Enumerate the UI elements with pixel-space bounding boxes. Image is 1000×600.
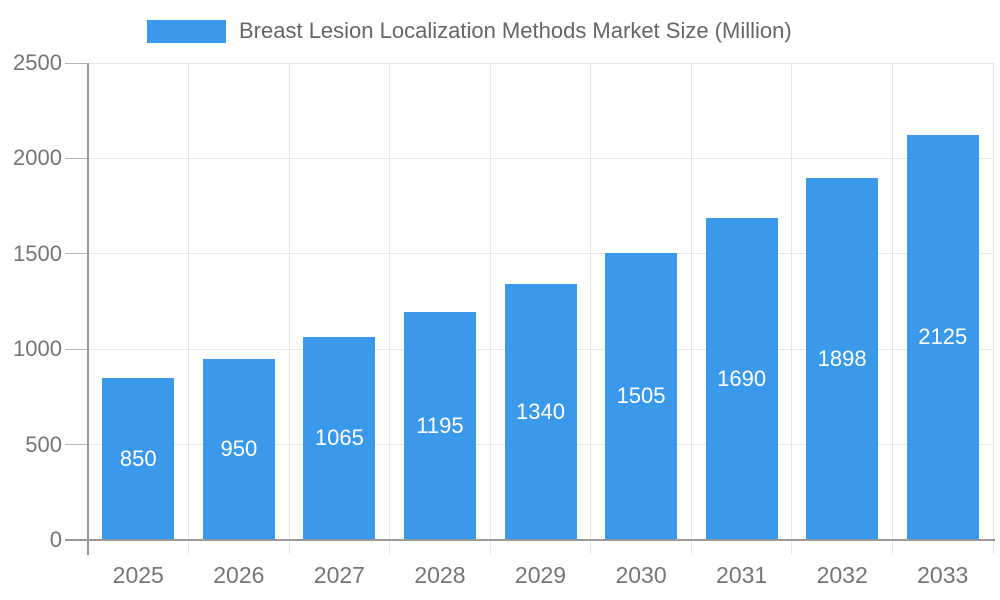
legend: Breast Lesion Localization Methods Marke…	[147, 18, 792, 44]
x-gridline	[992, 63, 994, 554]
x-gridline	[389, 63, 391, 554]
x-tick-label: 2031	[716, 562, 768, 588]
bar: 1065	[303, 336, 376, 540]
x-gridline	[288, 63, 290, 554]
y-gridline	[88, 62, 993, 64]
x-axis-line	[65, 539, 995, 541]
x-gridline	[690, 63, 692, 554]
legend-swatch	[147, 19, 226, 43]
y-tick-label: 0	[49, 527, 62, 552]
x-gridline	[188, 63, 190, 554]
x-tick-label: 2026	[213, 562, 265, 588]
y-tick	[65, 62, 88, 64]
y-tick	[65, 253, 88, 255]
y-gridline	[88, 157, 993, 159]
bar-value-label: 950	[220, 436, 258, 462]
y-axis-line	[87, 63, 89, 555]
bar-value-label: 2125	[918, 324, 968, 350]
bar: 2125	[906, 134, 979, 540]
x-gridline	[590, 63, 592, 554]
bar: 1898	[806, 177, 879, 540]
x-gridline	[891, 63, 893, 554]
y-tick-label: 2000	[13, 145, 62, 171]
bar: 1690	[705, 217, 778, 540]
x-tick-label: 2032	[816, 562, 868, 588]
x-tick-label: 2027	[313, 562, 365, 588]
chart-title: Breast Lesion Localization Methods Marke…	[239, 18, 792, 43]
bar: 1505	[605, 252, 678, 540]
x-tick-label: 2033	[917, 562, 969, 588]
x-tick-label: 2029	[514, 562, 567, 588]
x-tick-label: 2025	[112, 562, 164, 588]
bar: 1195	[403, 312, 476, 540]
y-tick-label: 500	[25, 431, 62, 457]
y-tick-label: 2500	[13, 50, 62, 75]
y-tick	[65, 444, 88, 446]
bar-value-label: 1898	[817, 345, 867, 371]
y-tick	[65, 157, 88, 159]
bar-value-label: 1690	[717, 365, 767, 391]
bar-value-label: 850	[119, 445, 157, 471]
bar: 950	[202, 358, 275, 540]
y-tick-label: 1500	[13, 240, 62, 266]
x-gridline	[489, 63, 491, 554]
bar-value-label: 1065	[314, 425, 364, 451]
bar: 1340	[504, 284, 577, 540]
y-gridline	[88, 253, 993, 255]
y-tick-label: 1000	[13, 336, 62, 362]
y-tick	[65, 348, 88, 350]
x-tick-label: 2028	[414, 562, 466, 588]
bar-value-label: 1195	[416, 413, 464, 438]
x-gridline	[791, 63, 793, 554]
plot-area: 0 500 1000 1500 2000 2500 850 2025 950 2026 1065 20…	[13, 50, 995, 588]
x-tick-label: 2030	[615, 562, 667, 588]
bar-value-label: 1340	[516, 399, 565, 425]
bar: 850	[102, 377, 175, 540]
bar-value-label: 1505	[616, 383, 666, 409]
